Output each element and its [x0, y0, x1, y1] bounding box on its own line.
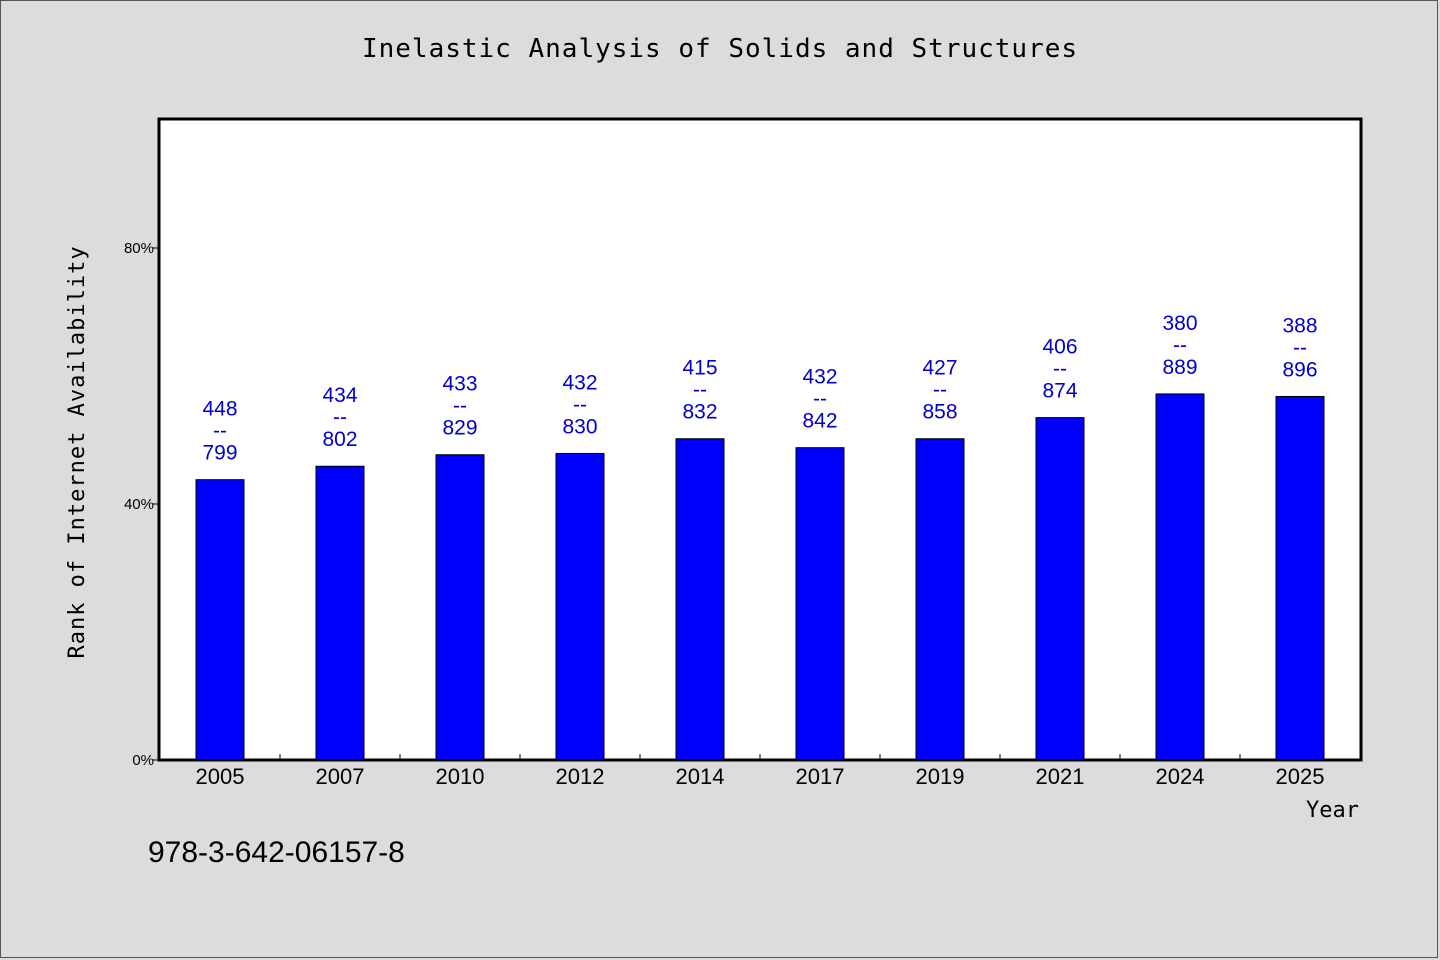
data-label-2010-1: --	[453, 395, 467, 418]
x-tick-label-2024: 2024	[1156, 764, 1205, 789]
bar-2007	[315, 465, 365, 761]
x-axis-layer: 2005 2007 2010 2012 2014 2017 2019 2021 2024 2025	[196, 754, 1325, 789]
data-label-2012-0: 432	[562, 371, 597, 394]
data-label-2007-2: 802	[322, 428, 357, 451]
data-label-2024-1: --	[1173, 334, 1187, 357]
chart-title: Inelastic Analysis of Solids and Structu…	[361, 34, 1079, 64]
data-label-2007-1: --	[333, 406, 347, 429]
x-tick-label-2010: 2010	[436, 764, 485, 789]
x-tick-label-2014: 2014	[676, 764, 725, 789]
bar-2012	[555, 452, 605, 761]
data-label-2025-0: 388	[1282, 314, 1317, 337]
isbn-footer: 978-3-642-06157-8	[148, 836, 405, 869]
y-tick-label-2: 80%	[124, 240, 154, 257]
x-tick-label-2012: 2012	[556, 764, 605, 789]
data-label-2007-0: 434	[322, 384, 357, 407]
data-label-2024-0: 380	[1162, 312, 1197, 335]
x-tick-label-2021: 2021	[1036, 764, 1085, 789]
x-tick-label-2005: 2005	[196, 764, 245, 789]
data-label-2025-1: --	[1293, 336, 1307, 359]
data-label-2017-0: 432	[802, 366, 837, 389]
data-label-2025-2: 896	[1282, 358, 1317, 381]
data-label-2017-2: 842	[802, 410, 837, 433]
data-label-2010-0: 433	[442, 373, 477, 396]
data-label-2021-1: --	[1053, 358, 1067, 381]
data-label-2019-1: --	[933, 379, 947, 402]
bar-2017	[795, 447, 845, 761]
bar-2021	[1035, 417, 1085, 761]
data-label-2005-2: 799	[202, 442, 237, 465]
data-labels-layer: 448--799434--802433--829432--830415--832…	[202, 312, 1317, 465]
bar-2010	[435, 454, 485, 761]
data-label-2019-0: 427	[922, 357, 957, 380]
y-axis-layer: 0% 40% 80%	[124, 240, 160, 769]
data-label-2010-2: 829	[442, 417, 477, 440]
bar-2019	[915, 438, 965, 761]
bar-2014	[675, 438, 725, 761]
x-tick-label-2025: 2025	[1276, 764, 1325, 789]
y-axis-label: Rank of Internet Availability	[65, 245, 90, 658]
data-label-2014-2: 832	[682, 401, 717, 424]
x-tick-label-2019: 2019	[916, 764, 965, 789]
data-label-2014-1: --	[693, 379, 707, 402]
bar-2005	[195, 479, 245, 761]
data-label-2017-1: --	[813, 388, 827, 411]
x-tick-label-2017: 2017	[796, 764, 845, 789]
data-label-2024-2: 889	[1162, 356, 1197, 379]
data-label-2012-1: --	[573, 393, 587, 416]
data-label-2005-1: --	[213, 420, 227, 443]
y-tick-label-1: 40%	[124, 496, 154, 513]
data-label-2014-0: 415	[682, 357, 717, 380]
bar-2024	[1155, 393, 1205, 761]
x-axis-label: Year	[1306, 798, 1359, 823]
bar-2025	[1275, 395, 1325, 761]
data-label-2019-2: 858	[922, 401, 957, 424]
bars-layer	[195, 393, 1325, 761]
data-label-2021-2: 874	[1042, 380, 1077, 403]
data-label-2005-0: 448	[202, 398, 237, 421]
data-label-2021-0: 406	[1042, 336, 1077, 359]
data-label-2012-2: 830	[562, 415, 597, 438]
y-tick-label-0: 0%	[132, 752, 154, 769]
x-tick-label-2007: 2007	[316, 764, 365, 789]
